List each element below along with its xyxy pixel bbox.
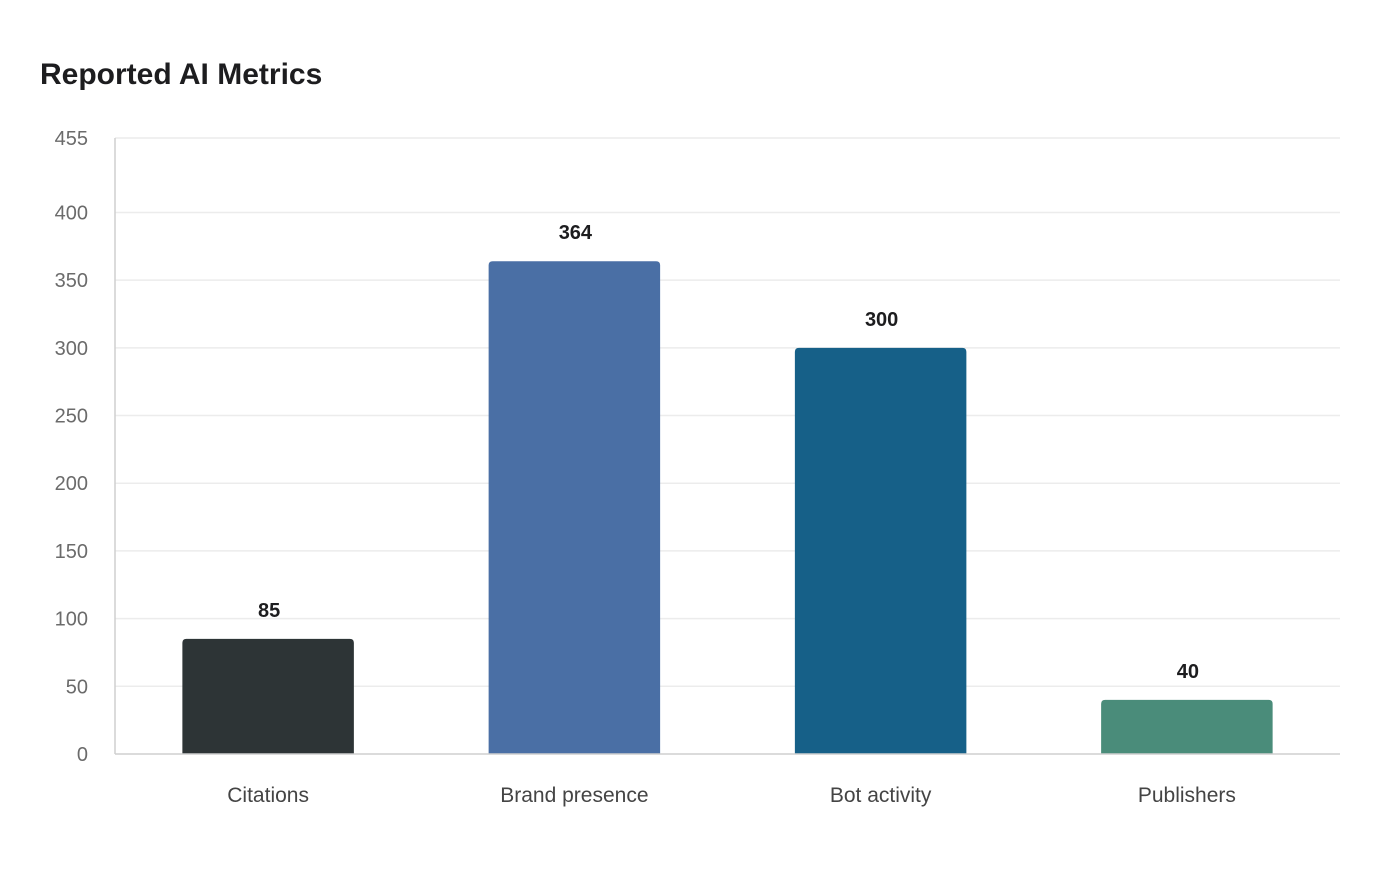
bars xyxy=(182,261,1273,754)
y-tick-label: 350 xyxy=(55,270,88,292)
chart-title: Reported AI Metrics xyxy=(40,58,323,91)
bar-publishers xyxy=(1101,699,1273,754)
bar-bot-activity xyxy=(794,347,967,754)
data-label: 300 xyxy=(865,309,898,331)
y-tick-label: 150 xyxy=(55,541,88,563)
x-tick-label: Brand presence xyxy=(500,784,648,807)
y-tick-label: 0 xyxy=(77,744,88,766)
x-tick-label: Bot activity xyxy=(830,784,932,807)
y-tick-label: 400 xyxy=(55,202,88,224)
y-axis-ticks: 0 50 100 150 200 250 300 350 400 455 xyxy=(55,128,88,766)
x-axis-labels: Citations Brand presence Bot activity Publi… xyxy=(227,784,1236,807)
y-tick-label: 455 xyxy=(55,128,88,150)
data-label: 364 xyxy=(559,222,593,244)
data-label: 40 xyxy=(1177,661,1199,683)
bar-brand-presence xyxy=(488,261,661,754)
data-labels: 85 364 300 40 xyxy=(258,222,1199,683)
y-tick-label: 200 xyxy=(55,473,88,495)
x-tick-label: Publishers xyxy=(1138,784,1236,807)
y-tick-label: 100 xyxy=(55,609,88,631)
y-tick-label: 50 xyxy=(66,676,88,698)
bar-citations xyxy=(182,638,354,754)
x-tick-label: Citations xyxy=(227,784,309,807)
data-label: 85 xyxy=(258,600,280,622)
y-tick-label: 250 xyxy=(55,406,88,428)
y-tick-label: 300 xyxy=(55,338,88,360)
gridlines xyxy=(115,137,1340,688)
